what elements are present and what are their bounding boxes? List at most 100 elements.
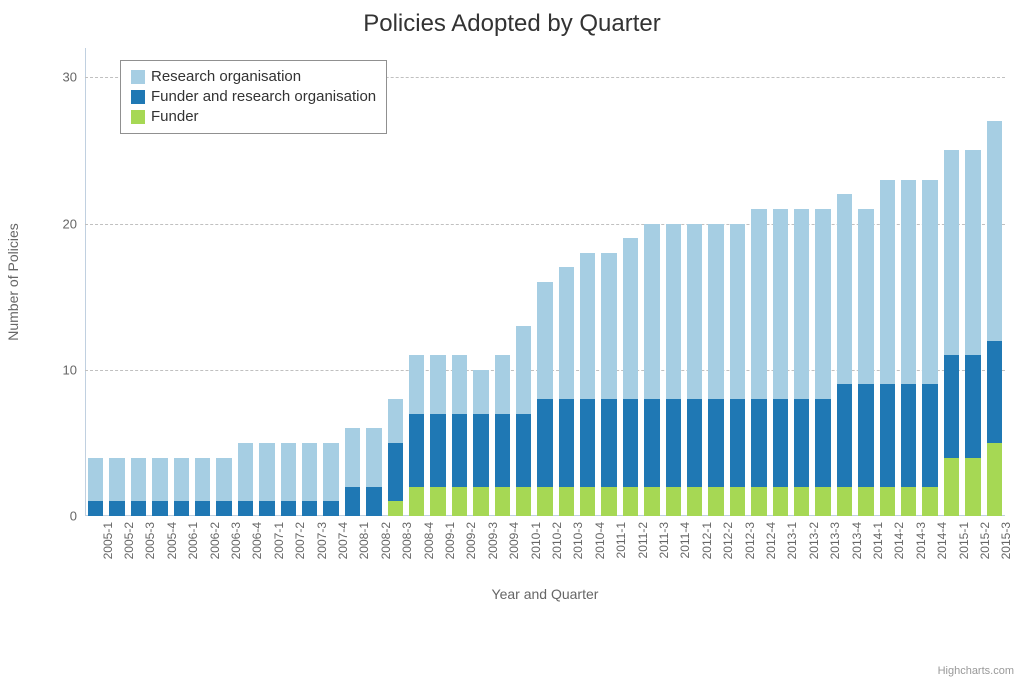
bar-segment[interactable] — [559, 487, 574, 516]
bar-segment[interactable] — [644, 487, 659, 516]
credits-link[interactable]: Highcharts.com — [938, 665, 1014, 677]
bar-segment[interactable] — [409, 487, 424, 516]
bar-segment[interactable] — [837, 384, 852, 486]
bar-segment[interactable] — [152, 458, 167, 502]
bar-group[interactable] — [409, 48, 424, 516]
bar-segment[interactable] — [944, 355, 959, 457]
bar-group[interactable] — [965, 48, 980, 516]
bar-segment[interactable] — [623, 487, 638, 516]
bar-segment[interactable] — [687, 399, 702, 487]
bar-group[interactable] — [601, 48, 616, 516]
bar-group[interactable] — [495, 48, 510, 516]
bar-group[interactable] — [388, 48, 403, 516]
bar-group[interactable] — [473, 48, 488, 516]
bar-group[interactable] — [773, 48, 788, 516]
bar-segment[interactable] — [644, 399, 659, 487]
bar-segment[interactable] — [794, 487, 809, 516]
bar-segment[interactable] — [452, 355, 467, 414]
bar-segment[interactable] — [773, 209, 788, 399]
legend-item[interactable]: Funder and research organisation — [131, 87, 376, 107]
bar-group[interactable] — [815, 48, 830, 516]
bar-segment[interactable] — [195, 501, 210, 516]
bar-segment[interactable] — [965, 150, 980, 355]
bar-group[interactable] — [708, 48, 723, 516]
bar-segment[interactable] — [794, 209, 809, 399]
bar-segment[interactable] — [473, 370, 488, 414]
bar-group[interactable] — [623, 48, 638, 516]
bar-segment[interactable] — [708, 487, 723, 516]
legend-item[interactable]: Funder — [131, 107, 376, 127]
bar-segment[interactable] — [452, 414, 467, 487]
bar-segment[interactable] — [131, 458, 146, 502]
bar-segment[interactable] — [880, 384, 895, 486]
bar-segment[interactable] — [623, 399, 638, 487]
bar-group[interactable] — [516, 48, 531, 516]
bar-segment[interactable] — [987, 341, 1002, 443]
bar-segment[interactable] — [601, 487, 616, 516]
bar-group[interactable] — [687, 48, 702, 516]
bar-segment[interactable] — [880, 180, 895, 385]
bar-segment[interactable] — [495, 355, 510, 414]
bar-segment[interactable] — [430, 414, 445, 487]
bar-segment[interactable] — [473, 414, 488, 487]
bar-segment[interactable] — [751, 209, 766, 399]
bar-segment[interactable] — [858, 209, 873, 385]
bar-group[interactable] — [987, 48, 1002, 516]
bar-group[interactable] — [452, 48, 467, 516]
bar-segment[interactable] — [580, 487, 595, 516]
bar-segment[interactable] — [901, 487, 916, 516]
bar-group[interactable] — [580, 48, 595, 516]
bar-segment[interactable] — [109, 458, 124, 502]
bar-segment[interactable] — [687, 487, 702, 516]
bar-segment[interactable] — [473, 487, 488, 516]
bar-segment[interactable] — [430, 487, 445, 516]
bar-segment[interactable] — [773, 487, 788, 516]
bar-segment[interactable] — [601, 253, 616, 399]
bar-segment[interactable] — [323, 443, 338, 502]
bar-segment[interactable] — [730, 487, 745, 516]
bar-segment[interactable] — [195, 458, 210, 502]
bar-segment[interactable] — [666, 487, 681, 516]
bar-group[interactable] — [794, 48, 809, 516]
bar-segment[interactable] — [238, 501, 253, 516]
bar-segment[interactable] — [730, 224, 745, 400]
bar-segment[interactable] — [281, 443, 296, 502]
bar-segment[interactable] — [901, 180, 916, 385]
bar-group[interactable] — [88, 48, 103, 516]
bar-segment[interactable] — [987, 121, 1002, 340]
bar-segment[interactable] — [837, 487, 852, 516]
bar-segment[interactable] — [131, 501, 146, 516]
bar-segment[interactable] — [88, 501, 103, 516]
bar-group[interactable] — [730, 48, 745, 516]
bar-segment[interactable] — [601, 399, 616, 487]
bar-segment[interactable] — [516, 326, 531, 414]
legend-item[interactable]: Research organisation — [131, 67, 376, 87]
bar-segment[interactable] — [837, 194, 852, 384]
bar-segment[interactable] — [495, 487, 510, 516]
bar-segment[interactable] — [644, 224, 659, 400]
bar-segment[interactable] — [623, 238, 638, 399]
bar-segment[interactable] — [216, 501, 231, 516]
bar-segment[interactable] — [109, 501, 124, 516]
bar-group[interactable] — [430, 48, 445, 516]
bar-segment[interactable] — [751, 487, 766, 516]
bar-segment[interactable] — [815, 487, 830, 516]
bar-segment[interactable] — [858, 384, 873, 486]
bar-segment[interactable] — [216, 458, 231, 502]
bar-segment[interactable] — [580, 399, 595, 487]
bar-group[interactable] — [837, 48, 852, 516]
bar-group[interactable] — [880, 48, 895, 516]
bar-segment[interactable] — [559, 267, 574, 399]
bar-segment[interactable] — [815, 399, 830, 487]
bar-segment[interactable] — [987, 443, 1002, 516]
bar-group[interactable] — [858, 48, 873, 516]
bar-segment[interactable] — [708, 399, 723, 487]
bar-segment[interactable] — [815, 209, 830, 399]
bar-segment[interactable] — [965, 458, 980, 517]
bar-segment[interactable] — [708, 224, 723, 400]
bar-segment[interactable] — [922, 487, 937, 516]
bar-segment[interactable] — [152, 501, 167, 516]
bar-segment[interactable] — [281, 501, 296, 516]
bar-segment[interactable] — [238, 443, 253, 502]
bar-segment[interactable] — [751, 399, 766, 487]
